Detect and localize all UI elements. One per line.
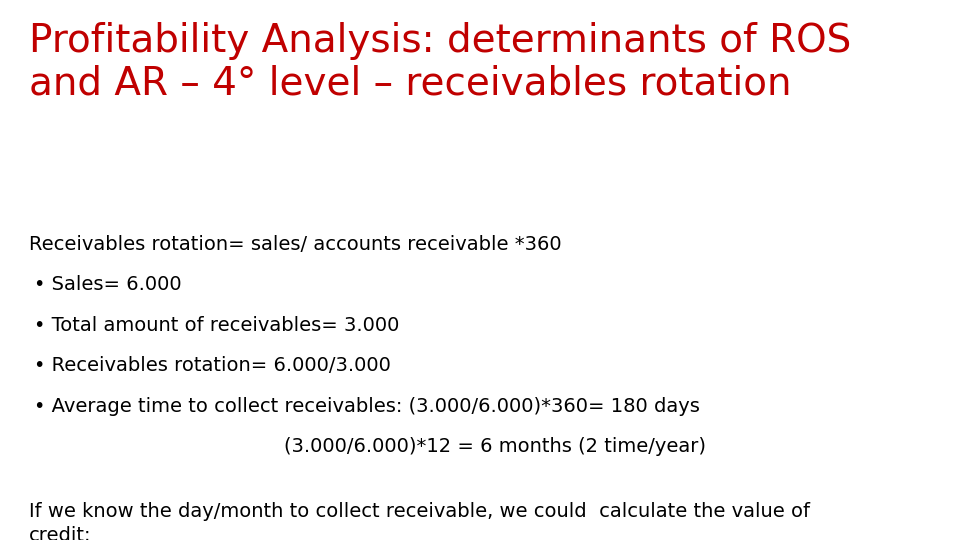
Text: • Average time to collect receivables: (3.000/6.000)*360= 180 days: • Average time to collect receivables: (… [34,397,700,416]
Text: Receivables rotation= sales/ accounts receivable *360: Receivables rotation= sales/ accounts re… [29,235,562,254]
Text: • Sales= 6.000: • Sales= 6.000 [34,275,181,294]
Text: • Total amount of receivables= 3.000: • Total amount of receivables= 3.000 [34,316,399,335]
Text: (3.000/6.000)*12 = 6 months (2 time/year): (3.000/6.000)*12 = 6 months (2 time/year… [34,437,706,456]
Text: If we know the day/month to collect receivable, we could  calculate the value of: If we know the day/month to collect rece… [29,502,810,540]
Text: • Receivables rotation= 6.000/3.000: • Receivables rotation= 6.000/3.000 [34,356,391,375]
Text: Profitability Analysis: determinants of ROS
and AR – 4° level – receivables rota: Profitability Analysis: determinants of … [29,22,852,102]
